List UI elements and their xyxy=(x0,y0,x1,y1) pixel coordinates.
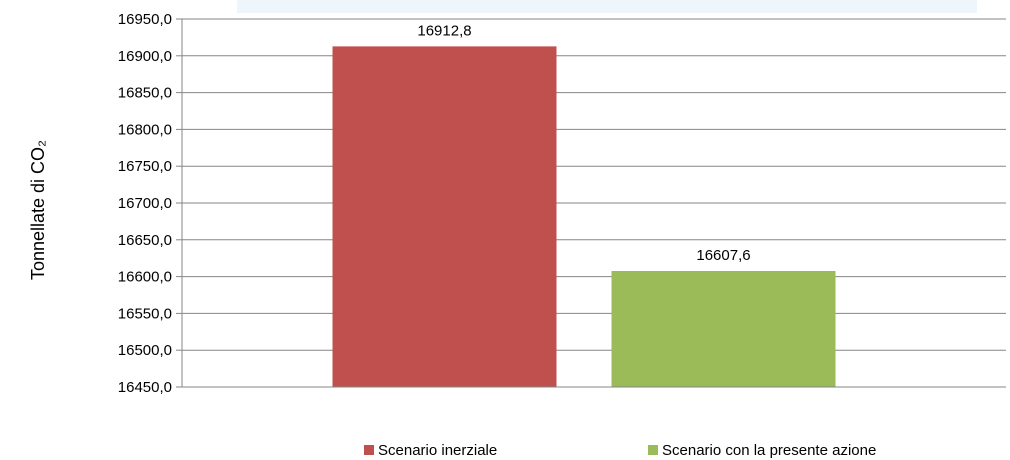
legend: Scenario inerziale Scenario con la presen… xyxy=(364,442,876,459)
bar-scenario-inerziale xyxy=(332,46,557,387)
y-axis-ticks: 16450,0 16500,0 16550,0 16600,0 16650,0 16700… xyxy=(118,11,182,396)
data-label: 16912,8 xyxy=(417,22,471,39)
y-tick-label: 16650,0 xyxy=(118,232,172,249)
bars xyxy=(332,46,836,387)
y-tick-label: 16500,0 xyxy=(118,342,172,359)
y-tick-label: 16950,0 xyxy=(118,11,172,28)
y-tick-label: 16850,0 xyxy=(118,85,172,102)
data-label: 16607,6 xyxy=(696,247,750,264)
y-tick-label: 16700,0 xyxy=(118,195,172,212)
y-tick-label: 16450,0 xyxy=(118,379,172,396)
bar-scenario-presente-azione xyxy=(611,271,836,387)
gridlines xyxy=(182,18,1006,388)
legend-swatch xyxy=(364,445,374,455)
title-band xyxy=(237,0,977,13)
y-tick-label: 16800,0 xyxy=(118,121,172,138)
legend-label: Scenario con la presente azione xyxy=(662,442,876,459)
y-tick-label: 16600,0 xyxy=(118,269,172,286)
y-tick-label: 16750,0 xyxy=(118,158,172,175)
legend-swatch xyxy=(648,445,658,455)
legend-label: Scenario inerziale xyxy=(378,442,497,459)
y-tick-label: 16900,0 xyxy=(118,48,172,65)
y-tick-label: 16550,0 xyxy=(118,305,172,322)
data-labels: 16912,8 16607,6 xyxy=(417,22,750,264)
y-axis-title: Tonnellate di CO₂ xyxy=(28,140,48,280)
